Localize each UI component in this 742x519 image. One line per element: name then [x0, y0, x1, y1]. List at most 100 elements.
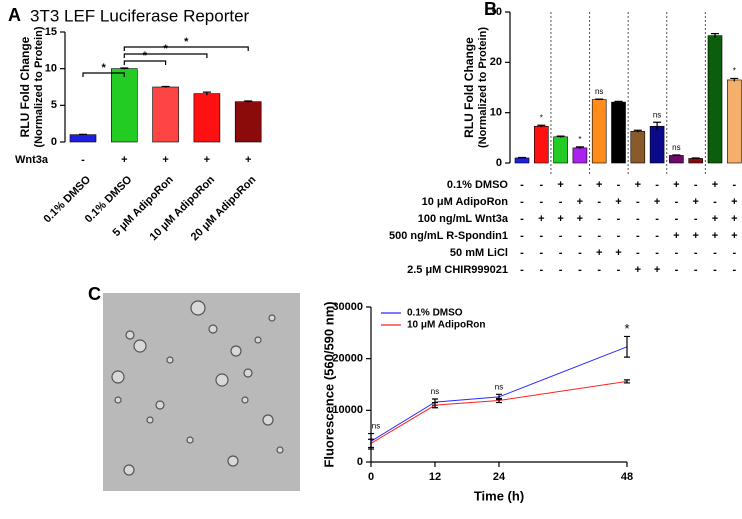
x-tick-label: 48 [621, 471, 633, 483]
error-bar [711, 33, 719, 38]
y-tick-label: 20 [490, 56, 502, 68]
error-bar [120, 67, 129, 70]
y-axis-label: Fluorescence (560/590 nm) [321, 301, 336, 467]
condition-symbol: + [121, 154, 127, 166]
y-tick-label: 5 [51, 99, 57, 111]
bar [152, 86, 179, 143]
bar [553, 136, 568, 164]
condition-symbol: - [694, 213, 698, 225]
panel-label: C [88, 284, 101, 304]
point-label: ns [495, 382, 503, 391]
y-tick-label: 10 [45, 63, 57, 75]
condition-symbol: - [694, 247, 698, 259]
micrograph [103, 293, 300, 491]
bar-label: ns [653, 110, 661, 119]
condition-symbol: + [654, 196, 660, 208]
line [370, 380, 628, 444]
x-tick-label: 0 [368, 471, 374, 483]
condition-symbol: - [636, 213, 640, 225]
y-tick-label: 10000 [332, 404, 363, 416]
bar [591, 99, 607, 164]
x-tick-label: 12 [429, 471, 441, 483]
condition-label: 50 mM LiCl [450, 247, 508, 259]
condition-symbol: - [617, 179, 621, 191]
condition-symbol: - [675, 264, 679, 276]
error-bar [624, 379, 630, 384]
panel-label: A [8, 5, 21, 25]
condition-symbol: - [539, 196, 543, 208]
bar [707, 35, 723, 164]
y-tick-label: 15 [45, 26, 57, 38]
significance-label: * [163, 43, 168, 55]
bar [111, 68, 138, 143]
significance-bracket [123, 46, 249, 51]
condition-symbol: + [712, 179, 718, 191]
bar [649, 125, 665, 164]
condition-symbol: - [636, 196, 640, 208]
error-bar [575, 146, 584, 149]
bar [688, 158, 704, 164]
error-bar [730, 77, 739, 82]
condition-symbol: + [245, 154, 251, 166]
condition-symbol: - [520, 247, 524, 259]
error-bar [556, 135, 565, 138]
condition-symbol: + [731, 196, 737, 208]
condition-symbol: - [578, 179, 582, 191]
condition-symbol: - [81, 154, 85, 166]
condition-symbol: + [204, 154, 210, 166]
y-tick-label: 20000 [332, 353, 363, 365]
condition-label: 10 μM AdipoRon [422, 196, 509, 208]
condition-symbol: - [655, 179, 659, 191]
chart-title: 3T3 LEF Luciferase Reporter [30, 6, 250, 25]
condition-symbol: + [615, 196, 621, 208]
condition-symbol: - [675, 196, 679, 208]
condition-symbol: - [636, 247, 640, 259]
error-bar [496, 397, 502, 404]
point-label: ns [372, 422, 380, 431]
error-bar [368, 438, 374, 449]
condition-symbol: - [655, 230, 659, 242]
condition-symbol: - [520, 264, 524, 276]
bar [572, 147, 588, 164]
condition-symbol: - [732, 247, 736, 259]
error-bar [537, 124, 546, 128]
bar-label: * [733, 67, 736, 76]
error-bar [244, 100, 253, 103]
y-axis-label: (Normalized to Protein) [33, 26, 45, 147]
error-bar [518, 156, 526, 159]
error-bar [595, 98, 604, 101]
condition-symbol: - [675, 213, 679, 225]
condition-label: 2.5 μM CHIR999021 [407, 264, 508, 276]
panel-label: B [484, 0, 497, 19]
significance-bracket [82, 72, 125, 77]
condition-symbol: - [597, 196, 601, 208]
line [370, 346, 628, 442]
condition-symbol: - [520, 230, 524, 242]
condition-symbol: - [578, 264, 582, 276]
condition-symbol: - [559, 264, 563, 276]
condition-symbol: + [557, 213, 563, 225]
condition-symbol: - [617, 264, 621, 276]
condition-symbol: + [712, 230, 718, 242]
significance-bracket [123, 60, 167, 65]
condition-symbol: - [520, 213, 524, 225]
point-label: * [624, 321, 629, 336]
condition-symbol: - [539, 264, 543, 276]
condition-symbol: - [578, 247, 582, 259]
y-axis-label: (Normalized to Protein) [477, 27, 489, 148]
error-bar [653, 121, 662, 131]
condition-label: Wnt3a [15, 154, 49, 166]
y-tick-label: 30 [490, 6, 502, 18]
condition-symbol: + [731, 230, 737, 242]
condition-symbol: - [694, 179, 698, 191]
condition-symbol: - [617, 230, 621, 242]
condition-symbol: - [539, 247, 543, 259]
bar-label: * [540, 113, 543, 122]
condition-symbol: + [538, 213, 544, 225]
error-bar [624, 335, 630, 358]
condition-label: 0.1% DMSO [447, 179, 509, 191]
bar-label: ns [672, 143, 680, 152]
bar [514, 157, 530, 164]
error-bar [672, 154, 681, 156]
